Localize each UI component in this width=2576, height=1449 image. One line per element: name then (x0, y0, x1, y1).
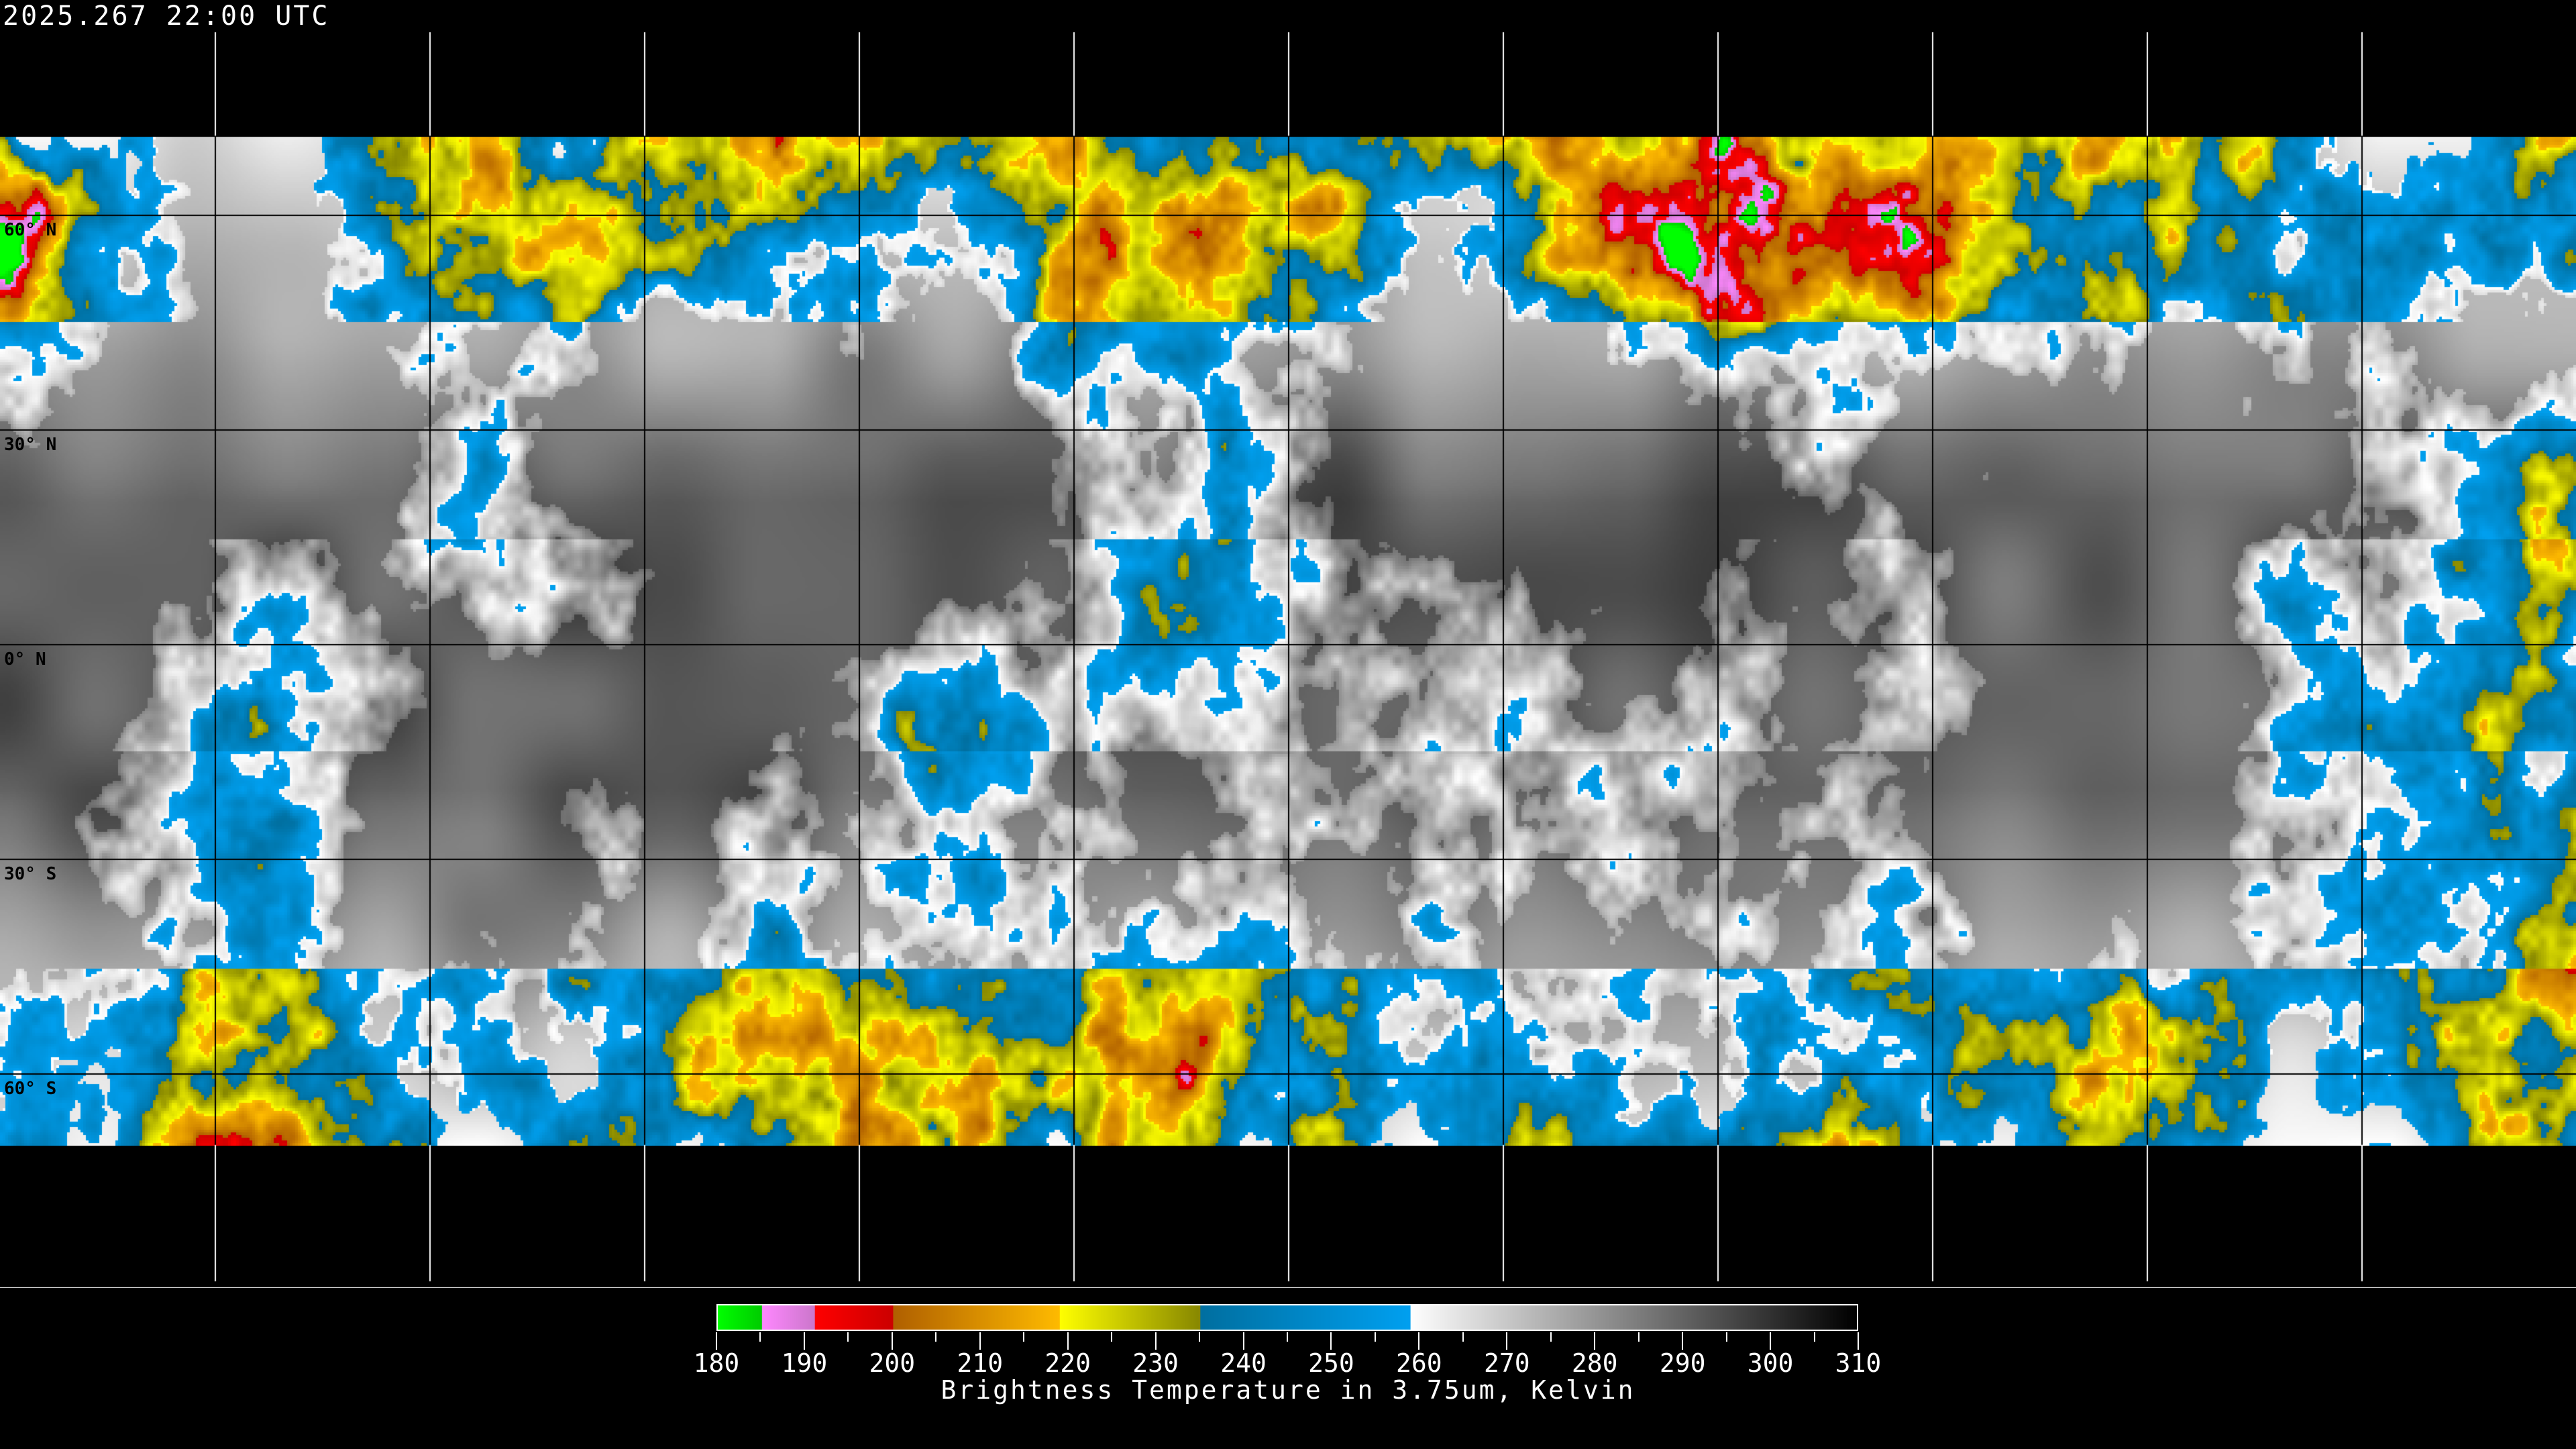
latitude-label: 30° N (4, 435, 57, 455)
colorbar-minor-tick (1374, 1332, 1376, 1342)
colorbar-tick (1155, 1332, 1157, 1350)
colorbar-tick (716, 1332, 717, 1350)
colorbar-minor-tick (1023, 1332, 1025, 1342)
latitude-label: 60° S (4, 1079, 57, 1099)
colorbar-tick-label: 210 (957, 1348, 1004, 1378)
colorbar-minor-tick (1638, 1332, 1640, 1342)
colorbar-caption: Brightness Temperature in 3.75um, Kelvin (941, 1375, 1635, 1405)
colorbar-tick-label: 230 (1132, 1348, 1179, 1378)
colorbar-tick (1506, 1332, 1508, 1350)
colorbar-tick (1330, 1332, 1332, 1350)
colorbar-minor-tick (847, 1332, 849, 1342)
colorbar-tick-label: 260 (1396, 1348, 1442, 1378)
colorbar-tick-label: 240 (1220, 1348, 1267, 1378)
satellite-map (0, 0, 2576, 1288)
latitude-label: 30° S (4, 864, 57, 884)
colorbar-tick-label: 270 (1483, 1348, 1530, 1378)
colorbar-minor-tick (1199, 1332, 1201, 1342)
colorbar-tick-label: 220 (1044, 1348, 1091, 1378)
colorbar-tick-label: 310 (1835, 1348, 1882, 1378)
latitude-label: 0° N (4, 649, 46, 669)
colorbar-minor-tick (1287, 1332, 1288, 1342)
colorbar-tick-label: 250 (1308, 1348, 1354, 1378)
timestamp-title: 2025.267 22:00 UTC (3, 1, 330, 32)
colorbar-tick (1418, 1332, 1420, 1350)
colorbar-tick (1770, 1332, 1772, 1350)
colorbar-tick (979, 1332, 981, 1350)
colorbar-tick (891, 1332, 893, 1350)
colorbar-tick (803, 1332, 805, 1350)
colorbar-tick-label: 290 (1659, 1348, 1706, 1378)
colorbar-minor-tick (1725, 1332, 1727, 1342)
latitude-label: 60° N (4, 220, 57, 240)
colorbar-tick-label: 190 (781, 1348, 828, 1378)
colorbar-minor-tick (1813, 1332, 1815, 1342)
colorbar (716, 1304, 1858, 1331)
colorbar-tick (1067, 1332, 1069, 1350)
colorbar-tick-label: 200 (869, 1348, 916, 1378)
colorbar-minor-tick (935, 1332, 937, 1342)
colorbar-minor-tick (1462, 1332, 1464, 1342)
colorbar-tick-label: 280 (1571, 1348, 1618, 1378)
colorbar-tick-label: 180 (693, 1348, 740, 1378)
colorbar-minor-tick (759, 1332, 761, 1342)
colorbar-tick (1682, 1332, 1684, 1350)
colorbar-tick (1242, 1332, 1244, 1350)
colorbar-tick (1858, 1332, 1859, 1350)
colorbar-tick-label: 300 (1747, 1348, 1794, 1378)
colorbar-minor-tick (1111, 1332, 1113, 1342)
colorbar-tick (1594, 1332, 1596, 1350)
colorbar-minor-tick (1550, 1332, 1552, 1342)
